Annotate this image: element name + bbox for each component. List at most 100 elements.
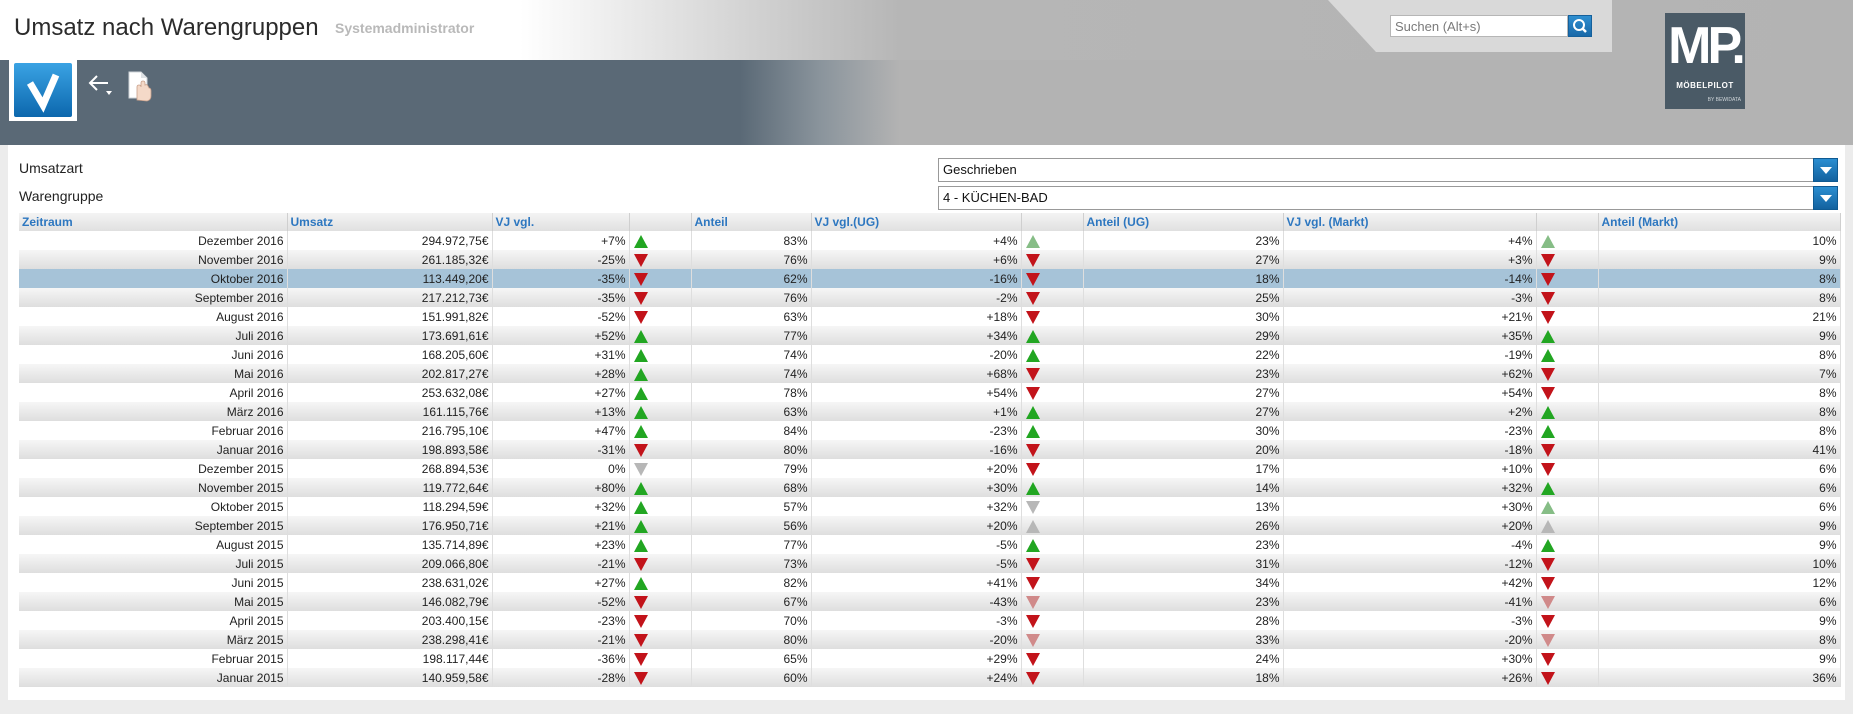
table-row[interactable]: März 2016 161.115,76€ +13% 63% +1% 27% +2% 8% [19,402,1841,421]
trend-up-icon [1540,500,1555,514]
cell-anteil: 63% [691,402,812,421]
cell-anteil-ug: 30% [1083,421,1284,440]
cell-trend [629,231,692,250]
cell-vj-vgl: -25% [492,250,630,269]
search-button[interactable] [1568,15,1592,37]
cell-vj-vgl-markt: -3% [1283,288,1537,307]
chevron-down-icon[interactable] [1813,158,1838,182]
cell-vj-vgl-markt: +30% [1283,649,1537,668]
cell-vj-vgl-markt: +21% [1283,307,1537,326]
table-row[interactable]: Oktober 2016 113.449,20€ -35% 62% -16% 18% -14… [19,269,1841,288]
trend-down-icon [1025,272,1040,286]
table-row[interactable]: November 2016 261.185,32€ -25% 76% +6% 27% +3%… [19,250,1841,269]
table-row[interactable]: Juli 2016 173.691,61€ +52% 77% +34% 29% +35% 9% [19,326,1841,345]
column-header-anteil[interactable]: Anteil [691,213,812,231]
table-row[interactable]: September 2015 176.950,71€ +21% 56% +20% 26% +… [19,516,1841,535]
cell-trend [1536,459,1599,478]
cell-trend [1536,307,1599,326]
cell-anteil: 76% [691,288,812,307]
trend-down-icon [1025,500,1040,514]
column-header-vj-vgl-markt[interactable]: VJ vgl. (Markt) [1283,213,1537,231]
cell-trend [1021,478,1084,497]
table-row[interactable]: April 2016 253.632,08€ +27% 78% +54% 27% +54% 8… [19,383,1841,402]
table-row[interactable]: Februar 2015 198.117,44€ -36% 65% +29% 24% +30… [19,649,1841,668]
chevron-down-icon[interactable] [1813,186,1838,210]
table-row[interactable]: Dezember 2015 268.894,53€ 0% 79% +20% 17% +10%… [19,459,1841,478]
table-row[interactable]: Juni 2015 238.631,02€ +27% 82% +41% 34% +42% 12… [19,573,1841,592]
warengruppe-select[interactable]: 4 - KÜCHEN-BAD [938,186,1838,210]
cell-anteil-markt: 8% [1598,402,1841,421]
cell-trend [1536,440,1599,459]
trend-down-icon [1025,633,1040,647]
table-row[interactable]: April 2015 203.400,15€ -23% 70% -3% 28% -3% 9% [19,611,1841,630]
table-row[interactable]: Dezember 2016 294.972,75€ +7% 83% +4% 23% +4% 1… [19,231,1841,250]
cell-trend [629,307,692,326]
table-row[interactable]: Mai 2015 146.082,79€ -52% 67% -43% 23% -41% 6% [19,592,1841,611]
trend-up-icon [633,348,648,362]
cell-vj-vgl-markt: -18% [1283,440,1537,459]
cell-vj-vgl: 0% [492,459,630,478]
cell-trend [629,592,692,611]
cell-trend [1536,649,1599,668]
column-header-umsatz[interactable]: Umsatz [287,213,493,231]
cell-vj-vgl-ug: +4% [811,231,1022,250]
cell-trend [629,516,692,535]
column-header-anteil-markt[interactable]: Anteil (Markt) [1598,213,1841,231]
cell-anteil-ug: 33% [1083,630,1284,649]
cell-trend [629,573,692,592]
cell-umsatz: 135.714,89€ [287,535,493,554]
table-row[interactable]: Januar 2016 198.893,58€ -31% 80% -16% 20% -18%… [19,440,1841,459]
trend-down-icon [633,462,648,476]
table-row[interactable]: Oktober 2015 118.294,59€ +32% 57% +32% 13% +30… [19,497,1841,516]
cell-anteil: 57% [691,497,812,516]
trend-up-icon [1540,405,1555,419]
table-row[interactable]: März 2015 238.298,41€ -21% 80% -20% 33% -20% 8% [19,630,1841,649]
cell-anteil-markt: 8% [1598,269,1841,288]
table-row[interactable]: September 2016 217.212,73€ -35% 76% -2% 25% -3… [19,288,1841,307]
cell-vj-vgl: -52% [492,592,630,611]
trend-down-icon [633,291,648,305]
table-row[interactable]: August 2015 135.714,89€ +23% 77% -5% 23% -4% 9% [19,535,1841,554]
app-tile[interactable] [9,60,77,121]
trend-down-icon [1540,253,1555,267]
cell-anteil-ug: 18% [1083,269,1284,288]
umsatzart-select[interactable]: Geschrieben [938,158,1838,182]
table-row[interactable]: Juli 2015 209.066,80€ -21% 73% -5% 31% -12% 10% [19,554,1841,573]
cell-vj-vgl-markt: +3% [1283,250,1537,269]
cell-anteil-ug: 13% [1083,497,1284,516]
search-input[interactable] [1390,15,1568,37]
document-hand-icon[interactable] [126,70,154,102]
cell-anteil-ug: 28% [1083,611,1284,630]
cell-umsatz: 198.117,44€ [287,649,493,668]
cell-vj-vgl: +31% [492,345,630,364]
cell-trend [1536,364,1599,383]
back-arrow-icon[interactable] [86,72,116,98]
column-header-vj-vgl-ug[interactable]: VJ vgl.(UG) [811,213,1022,231]
table-row[interactable]: Juni 2016 168.205,60€ +31% 74% -20% 22% -19% 8% [19,345,1841,364]
cell-zeitraum: September 2015 [19,516,288,535]
table-row[interactable]: Februar 2016 216.795,10€ +47% 84% -23% 30% -23… [19,421,1841,440]
cell-vj-vgl: +23% [492,535,630,554]
filter-label-umsatzart: Umsatzart [19,160,83,176]
column-header-vj-vgl[interactable]: VJ vgl. [492,213,630,231]
table-row[interactable]: Mai 2016 202.817,27€ +28% 74% +68% 23% +62% 7% [19,364,1841,383]
cell-trend [1021,402,1084,421]
column-header-zeitraum[interactable]: Zeitraum [19,213,288,231]
table-row[interactable]: August 2016 151.991,82€ -52% 63% +18% 30% +21%… [19,307,1841,326]
cell-umsatz: 203.400,15€ [287,611,493,630]
cell-trend [1021,668,1084,687]
table-row[interactable]: Januar 2015 140.959,58€ -28% 60% +24% 18% +26%… [19,668,1841,687]
cell-trend [1536,668,1599,687]
cell-anteil-markt: 10% [1598,554,1841,573]
table-row[interactable]: November 2015 119.772,64€ +80% 68% +30% 14% +3… [19,478,1841,497]
cell-vj-vgl-ug: -2% [811,288,1022,307]
logo-mark: MP. [1668,17,1746,75]
column-header-anteil-ug[interactable]: Anteil (UG) [1083,213,1284,231]
cell-trend [629,649,692,668]
warengruppe-value: 4 - KÜCHEN-BAD [943,190,1048,205]
trend-up-icon [1025,329,1040,343]
trend-up-icon [633,519,648,533]
cell-vj-vgl-ug: +41% [811,573,1022,592]
cell-umsatz: 173.691,61€ [287,326,493,345]
cell-trend [629,269,692,288]
